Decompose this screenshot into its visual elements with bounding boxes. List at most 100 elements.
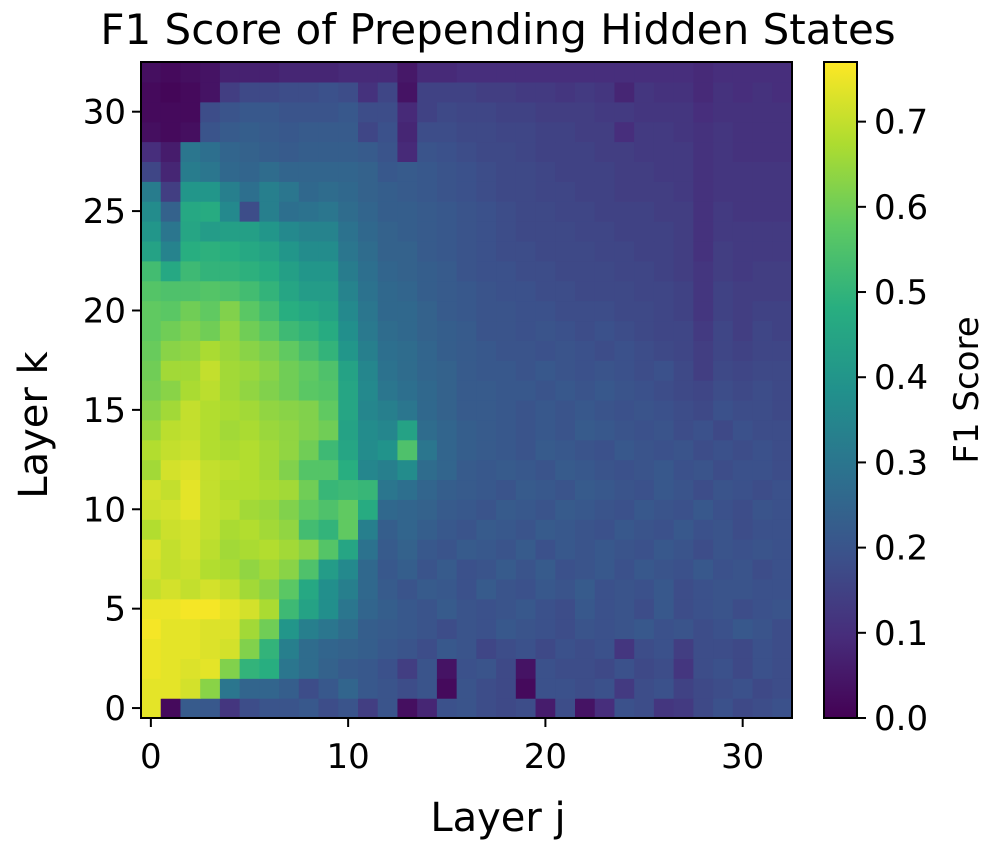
heatmap-cell	[259, 479, 280, 500]
heatmap-cell	[476, 340, 497, 361]
heatmap-cell	[732, 201, 754, 222]
heatmap-cell	[219, 638, 241, 659]
heatmap-cell	[358, 499, 379, 520]
heatmap-cell	[180, 638, 201, 659]
heatmap-cell	[141, 221, 162, 242]
heatmap-cell	[673, 121, 694, 143]
heatmap-cell	[200, 121, 221, 143]
heatmap-cell	[200, 638, 221, 659]
heatmap-cell	[417, 161, 438, 182]
heatmap-cell	[456, 62, 477, 83]
heatmap-cell	[338, 638, 359, 659]
heatmap-cell	[772, 320, 793, 341]
heatmap-cell	[377, 141, 399, 162]
heatmap-cell	[456, 300, 477, 322]
heatmap-cell	[456, 519, 477, 540]
heatmap-cell	[594, 519, 616, 540]
heatmap-cell	[535, 558, 556, 580]
heatmap-cell	[377, 260, 399, 282]
heatmap-cell	[397, 380, 418, 401]
heatmap-cell	[476, 678, 497, 699]
heatmap-cell	[594, 678, 616, 699]
heatmap-cell	[436, 121, 458, 143]
heatmap-cell	[456, 419, 477, 441]
heatmap-cell	[219, 81, 241, 103]
heatmap-cell	[180, 698, 201, 719]
heatmap-cell	[160, 340, 182, 361]
heatmap-cell	[239, 141, 260, 162]
heatmap-cell	[555, 141, 576, 162]
heatmap-cell	[160, 221, 182, 242]
heatmap-cell	[279, 81, 300, 103]
heatmap-cell	[732, 380, 754, 401]
heatmap-cell	[200, 62, 221, 83]
heatmap-cell	[614, 181, 635, 202]
heatmap-cell	[772, 399, 793, 421]
heatmap-cell	[377, 280, 399, 302]
heatmap-cell	[377, 678, 399, 699]
heatmap-cell	[575, 62, 596, 83]
heatmap-cell	[732, 539, 754, 560]
heatmap-cell	[239, 618, 260, 640]
heatmap-cell	[713, 618, 734, 640]
heatmap-cell	[318, 340, 339, 361]
heatmap-cell	[515, 380, 537, 401]
heatmap-cell	[713, 698, 734, 719]
heatmap-cell	[417, 618, 438, 640]
heatmap-cell	[515, 360, 537, 381]
heatmap-cell	[219, 618, 241, 640]
heatmap-cell	[377, 499, 399, 520]
heatmap-cell	[298, 598, 320, 620]
heatmap-cell	[575, 598, 596, 620]
heatmap-cell	[239, 81, 260, 103]
heatmap-cell	[713, 300, 734, 322]
colorbar-tick-label: 0.2	[874, 529, 928, 569]
heatmap-cell	[436, 161, 458, 182]
heatmap-cell	[476, 121, 497, 143]
heatmap-cell	[259, 678, 280, 699]
heatmap-cell	[673, 280, 694, 302]
heatmap-cell	[358, 519, 379, 540]
heatmap-cell	[594, 638, 616, 659]
heatmap-cell	[298, 240, 320, 262]
heatmap-cell	[259, 638, 280, 659]
heatmap-cell	[653, 598, 675, 620]
heatmap-cell	[239, 62, 260, 83]
heatmap-cell	[239, 161, 260, 182]
heatmap-cell	[417, 658, 438, 679]
heatmap-cell	[496, 300, 517, 322]
heatmap-cell	[653, 698, 675, 719]
heatmap-cell	[397, 141, 418, 162]
heatmap-cell	[614, 161, 635, 182]
heatmap-cell	[279, 62, 300, 83]
heatmap-cell	[496, 618, 517, 640]
heatmap-cell	[456, 598, 477, 620]
heatmap-cell	[160, 300, 182, 322]
heatmap-cell	[456, 658, 477, 679]
heatmap-cell	[279, 578, 300, 600]
heatmap-cell	[515, 558, 537, 580]
heatmap-cell	[219, 479, 241, 500]
heatmap-cell	[693, 678, 714, 699]
heatmap-cell	[594, 320, 616, 341]
heatmap-cell	[397, 658, 418, 679]
heatmap-cell	[693, 380, 714, 401]
heatmap-cell	[239, 360, 260, 381]
heatmap-cell	[417, 539, 438, 560]
heatmap-cell	[141, 201, 162, 222]
heatmap-cell	[713, 499, 734, 520]
heatmap-cell	[535, 658, 556, 679]
heatmap-cell	[535, 101, 556, 123]
heatmap-cell	[693, 221, 714, 242]
heatmap-cell	[476, 598, 497, 620]
heatmap-cell	[614, 221, 635, 242]
heatmap-cell	[436, 320, 458, 341]
heatmap-cell	[417, 678, 438, 699]
heatmap-cell	[417, 499, 438, 520]
heatmap-cell	[436, 598, 458, 620]
heatmap-cell	[575, 300, 596, 322]
heatmap-cell	[377, 121, 399, 143]
heatmap-cell	[180, 221, 201, 242]
heatmap-cell	[456, 340, 477, 361]
heatmap-cell	[436, 519, 458, 540]
